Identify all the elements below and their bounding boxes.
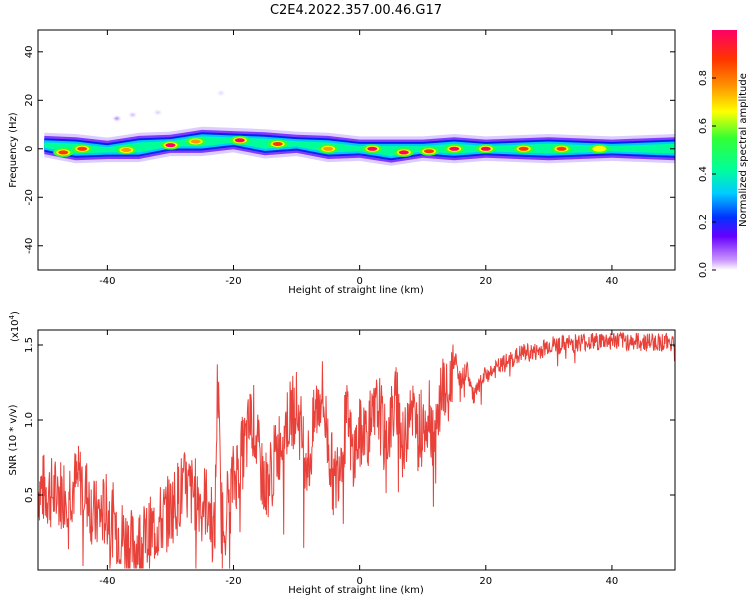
spectrogram-heatmap (44, 89, 675, 166)
colorbar-ticks: 0.0 0.2 0.4 0.6 0.8 (698, 70, 716, 278)
spectrogram-hotspot (480, 146, 491, 151)
snr-frame (37, 329, 676, 571)
y-tick-label: -20 (24, 189, 35, 205)
snr-x-ticks: -40 -20 0 20 40 (99, 330, 618, 587)
colorbar-label: Normalized spectral amplitude (738, 73, 749, 227)
colorbar-tick-label: 0.0 (698, 262, 709, 278)
spectrogram-y-axis-label: Frequency (Hz) (8, 112, 19, 188)
spectrogram-hotspot (594, 146, 605, 151)
y-tick-label: -40 (24, 238, 35, 254)
snr-y-ticks: 0.5 1.0 1.5 (24, 337, 675, 503)
multiplier-prefix: (x10 (10, 319, 21, 342)
spectrogram-hotspot (190, 139, 201, 144)
spectrogram-hotspot (424, 149, 435, 154)
snr-y-multiplier: (x104) (8, 311, 21, 342)
spectrogram-x-ticks: -40 -20 0 20 40 (99, 30, 618, 287)
spectrogram-faint-spot (111, 114, 122, 122)
spectrogram-hotspot (518, 146, 529, 151)
colorbar-tick-label: 0.8 (698, 70, 709, 86)
x-tick-label: -40 (99, 276, 115, 287)
spectrogram-hotspot (272, 141, 283, 146)
spectrogram-hotspot (165, 143, 176, 148)
colorbar-tick-label: 0.4 (698, 166, 709, 182)
x-tick-label: 20 (479, 576, 492, 587)
x-tick-label: 0 (356, 576, 362, 587)
colorbar-tick-label: 0.2 (698, 214, 709, 230)
spectrogram-hotspot (367, 146, 378, 151)
x-tick-label: 40 (606, 276, 619, 287)
snr-y-axis-label: SNR (10 * v/v) (8, 404, 19, 475)
x-tick-label: 20 (479, 276, 492, 287)
spectrogram-hotspot (77, 146, 88, 151)
spectrogram-faint-spot (215, 89, 226, 97)
spectrogram-frame (37, 29, 676, 271)
spectrogram-hotspot (398, 150, 409, 155)
spectrogram-hotspot (323, 146, 334, 151)
svg-text:(x104): (x104) (8, 311, 21, 342)
y-tick-label: 0.5 (24, 487, 35, 503)
spectrogram-hotspot (449, 146, 460, 151)
y-tick-label: 20 (24, 94, 35, 107)
y-tick-label: 40 (24, 45, 35, 58)
spectrogram-faint-spot (127, 111, 138, 119)
figure-title: C2E4.2022.357.00.46.G17 (270, 3, 442, 18)
multiplier-exponent: 4 (8, 314, 16, 319)
x-tick-label: -20 (225, 576, 241, 587)
snr-x-axis-label: Height of straight line (km) (288, 585, 424, 596)
colorbar-tick-label: 0.6 (698, 118, 709, 134)
spectrogram-y-ticks: 40 20 0 -20 -40 (24, 45, 675, 254)
spectrogram-hotspot (234, 138, 245, 143)
spectrogram-panel: -40 -20 0 20 40 40 20 0 -20 -40 Height of straig… (8, 29, 676, 296)
multiplier-suffix: ) (10, 311, 21, 315)
y-tick-label: 1.0 (24, 412, 35, 428)
x-tick-label: 0 (356, 276, 362, 287)
y-tick-label: 0 (24, 146, 35, 152)
snr-series-line (38, 331, 675, 569)
x-tick-label: 40 (606, 576, 619, 587)
spectrogram-x-axis-label: Height of straight line (km) (288, 285, 424, 296)
spectrogram-hotspot (556, 146, 567, 151)
snr-panel: -40 -20 0 20 40 0.5 1.0 1.5 Height of straight… (8, 311, 676, 596)
y-tick-label: 1.5 (24, 337, 35, 353)
colorbar-gradient (712, 30, 737, 270)
colorbar: 0.0 0.2 0.4 0.6 0.8 Normalized spectral ampl… (698, 30, 749, 278)
spectrogram-faint-spot (152, 108, 163, 116)
spectrogram-hotspot (58, 150, 69, 155)
snr-plot-area (38, 331, 675, 569)
x-tick-label: -20 (225, 276, 241, 287)
x-tick-label: -40 (99, 576, 115, 587)
spectrogram-hotspot (121, 148, 132, 152)
